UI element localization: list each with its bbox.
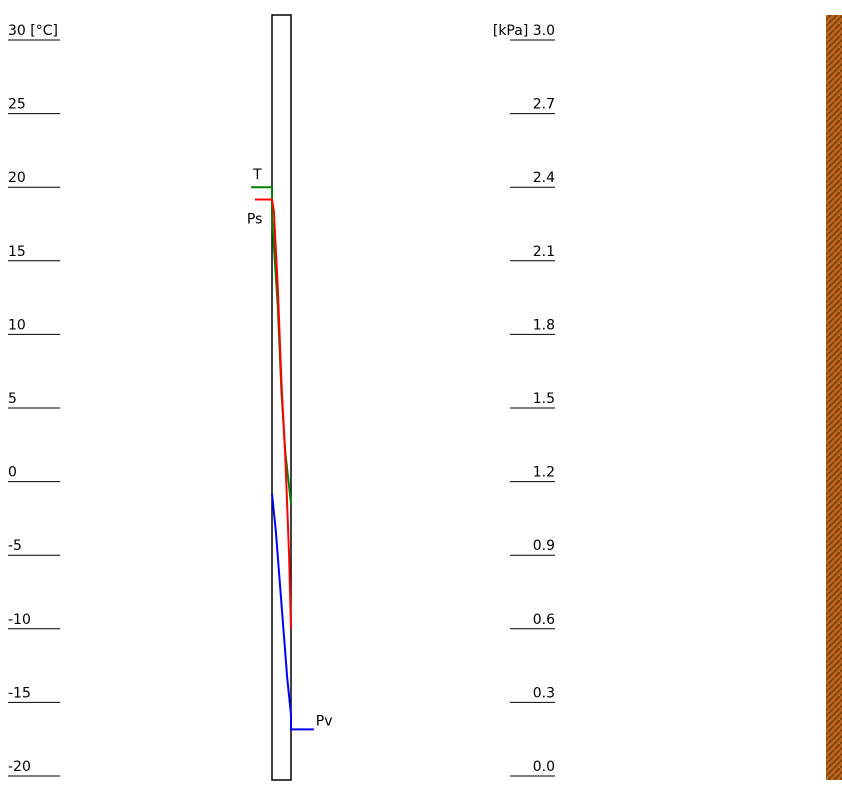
y2-tick-label: 0.6 xyxy=(533,612,555,628)
y-tick-label: 5 xyxy=(8,391,17,407)
series-label: Ps xyxy=(247,211,263,227)
chart: 30 [°C] 25 20 15 10 5 0 -5 -10 -15 -20 [kPa] 3.0 2.7… xyxy=(0,0,842,785)
y2-tick-label: [kPa] 3.0 xyxy=(493,23,555,39)
y-tick-label: 30 [°C] xyxy=(8,23,58,39)
y2-tick-label: 1.2 xyxy=(533,465,555,481)
y-tick-label: -20 xyxy=(8,759,31,775)
y-tick-label: 15 xyxy=(8,244,26,260)
y2-tick-label: 2.1 xyxy=(533,244,555,260)
y-tick-label: -15 xyxy=(8,685,31,701)
y2-tick-label: 1.5 xyxy=(533,391,555,407)
y2-tick-label: 0.0 xyxy=(533,759,555,775)
series-label: T xyxy=(252,167,262,183)
y-tick-label: 25 xyxy=(8,97,26,113)
y-tick-label: -5 xyxy=(8,538,22,554)
y-tick-label: 10 xyxy=(8,317,26,333)
y2-tick-label: 0.9 xyxy=(533,538,555,554)
y2-tick-label: 2.7 xyxy=(533,97,555,113)
series-label: Pv xyxy=(316,713,333,729)
y-tick-label: -10 xyxy=(8,612,31,628)
y2-tick-label: 0.3 xyxy=(533,685,555,701)
brick-layer xyxy=(826,15,842,780)
y2-tick-label: 2.4 xyxy=(533,170,555,186)
y2-tick-label: 1.8 xyxy=(533,317,555,333)
y-tick-label: 20 xyxy=(8,170,26,186)
y-tick-label: 0 xyxy=(8,465,17,481)
